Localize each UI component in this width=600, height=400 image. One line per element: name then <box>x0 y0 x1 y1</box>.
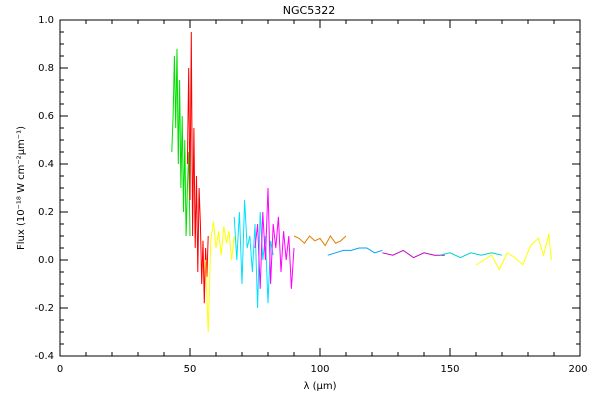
x-axis-label: λ (μm) <box>303 381 336 392</box>
x-tick-label: 200 <box>568 364 587 375</box>
x-tick-label: 0 <box>57 364 63 375</box>
y-tick-label: 0.0 <box>38 255 54 266</box>
spectrum-series-6 <box>293 235 347 247</box>
y-tick-label: 1.0 <box>38 15 54 26</box>
y-tick-label: 0.8 <box>38 63 54 74</box>
x-tick-label: 50 <box>184 364 197 375</box>
plot-frame <box>59 19 581 357</box>
spectrum-series-3 <box>205 221 238 333</box>
y-tick-label: 0.4 <box>38 159 54 170</box>
chart-title: NGC5322 <box>283 4 335 17</box>
y-tick-label: -0.2 <box>34 303 54 314</box>
spectrum-series-8 <box>382 249 445 259</box>
spectrum-series-7 <box>327 247 383 256</box>
x-axis-ticks <box>59 20 581 356</box>
spectrum-series-1 <box>171 48 191 237</box>
spectrum-series-9 <box>439 252 503 259</box>
spectrum-series-10 <box>475 233 552 271</box>
x-tick-label: 100 <box>310 364 329 375</box>
y-tick-label: 0.2 <box>38 207 54 218</box>
spectrum-series-5 <box>254 187 295 289</box>
y-tick-label: -0.4 <box>34 351 54 362</box>
spectrum-series-4 <box>233 199 274 309</box>
y-axis-ticks <box>60 19 580 357</box>
y-tick-label: 0.6 <box>38 111 54 122</box>
y-axis-label: Flux (10⁻¹⁸ W cm⁻²μm⁻¹) <box>16 126 27 250</box>
x-tick-label: 150 <box>440 364 459 375</box>
series-group <box>171 31 552 333</box>
spectrum-series-2 <box>186 31 209 304</box>
